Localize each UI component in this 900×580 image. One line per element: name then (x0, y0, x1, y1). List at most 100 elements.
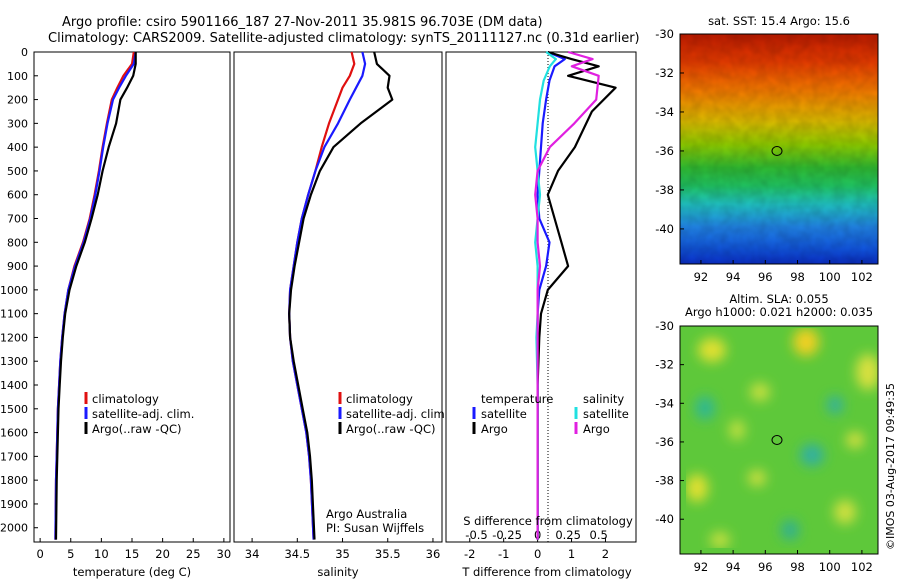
credit-line2: PI: Susan Wijffels (326, 521, 424, 535)
sst-map-texture (680, 34, 878, 264)
map-x-tick-label: 102 (851, 560, 873, 574)
depth-tick-label: 900 (7, 260, 28, 273)
s-diff-tick-label: -0.25 (492, 528, 522, 542)
legend-title-temperature: temperature (481, 392, 553, 406)
sla-y-ticks: -30 -32 -34 -36 -38 -40 (655, 319, 684, 526)
sst-map-frame (679, 33, 879, 265)
depth-tick-label: 800 (7, 236, 28, 249)
credit-line1: Argo Australia (326, 507, 407, 521)
legend-label-temp-sat: satellite (481, 407, 527, 421)
legend-title-salinity: salinity (583, 392, 624, 406)
salinity-profiles (288, 51, 394, 540)
map-y-tick-label: -32 (655, 66, 674, 80)
depth-tick-label: 1100 (0, 308, 28, 321)
depth-tick-label: 200 (7, 94, 28, 107)
x-tick-label: 34.5 (284, 547, 310, 561)
x-tick-label: 25 (186, 547, 201, 561)
legend-label-sal-sat: satellite (583, 407, 629, 421)
map-y-tick-label: -38 (655, 474, 674, 488)
map-x-tick-label: 98 (790, 560, 805, 574)
depth-tick-labels: 0 100 200 300 400 500 600 700 800 900 1000 1100 1200… (0, 46, 450, 535)
x-tick-label: 15 (125, 547, 140, 561)
map-y-tick-label: -36 (655, 435, 674, 449)
watermark: ©IMOS 03-Aug-2017 09:49:35 (884, 383, 897, 550)
sla-map-title2: Argo h1000: 0.021 h2000: 0.035 (685, 305, 873, 319)
depth-tick-label: 500 (7, 165, 28, 178)
profile-line-3 (534, 50, 600, 540)
map-x-tick-label: 94 (726, 560, 741, 574)
map-x-tick-label: 96 (758, 270, 773, 284)
difference-plot-area (445, 51, 637, 543)
sla-map-title1: Altim. SLA: 0.055 (729, 292, 828, 306)
salinity-plot-area (233, 51, 443, 543)
depth-tick-label: 1900 (0, 498, 28, 511)
map-x-tick-label: 100 (819, 270, 841, 284)
legend-label-temp-argo: Argo (481, 422, 508, 436)
temperature-panel: 0100200300400500600700800900100011001200… (0, 46, 450, 579)
map-x-tick-label: 100 (819, 560, 841, 574)
depth-tick-label: 1000 (0, 284, 28, 297)
map-y-tick-label: -36 (655, 144, 674, 158)
depth-tick-label: 600 (7, 189, 28, 202)
salinity-panel: 34 34.5 35 35.5 36 salinity climatology sate… (233, 51, 448, 579)
x-tick-label: 30 (217, 547, 232, 561)
map-x-tick-label: 92 (694, 270, 709, 284)
x-tick-label: 35 (335, 547, 350, 561)
map-y-tick-label: -34 (655, 105, 674, 119)
sla-map-frame (679, 325, 879, 555)
depth-tick-label: 1400 (0, 379, 28, 392)
temperature-xlabel: temperature (deg C) (73, 565, 191, 579)
depth-tick-label: 1700 (0, 450, 28, 463)
profile-line-2 (288, 51, 394, 540)
legend-label-clim: climatology (346, 392, 413, 406)
depth-tick-label: 1600 (0, 427, 28, 440)
s-diff-tick-label: 0.25 (555, 528, 581, 542)
map-y-tick-label: -40 (655, 222, 674, 236)
sst-map-title: sat. SST: 15.4 Argo: 15.6 (708, 14, 850, 28)
depth-tick-label: 1500 (0, 403, 28, 416)
depth-tick-label: 700 (7, 213, 28, 226)
difference-top-label: S difference from climatology (463, 514, 633, 528)
legend-label-clim: climatology (92, 392, 159, 406)
salinity-xlabel: salinity (317, 565, 358, 579)
x-tick-label: 0 (36, 547, 43, 561)
x-tick-label: 36 (426, 547, 441, 561)
depth-tick-label: 1300 (0, 355, 28, 368)
depth-tick-label: 1200 (0, 331, 28, 344)
legend-label-sat: satellite-adj. clim. (346, 407, 448, 421)
sla-x-ticks: 92 94 96 98 100 102 (694, 550, 873, 574)
map-y-tick-label: -30 (655, 27, 674, 41)
x-tick-label: 34 (245, 547, 260, 561)
sst-y-ticks: -30 -32 -34 -36 -38 -40 (655, 27, 684, 236)
x-tick-label: 0 (534, 547, 541, 561)
difference-profiles (534, 50, 617, 540)
profile-line-2 (54, 52, 137, 540)
temperature-plot-area (33, 51, 231, 543)
map-y-tick-label: -38 (655, 183, 674, 197)
sla-map-panel: Altim. SLA: 0.055 Argo h1000: 0.021 h200… (655, 292, 879, 574)
depth-tick-label: 0 (21, 46, 28, 59)
map-y-tick-label: -32 (655, 358, 674, 372)
depth-tick-label: 400 (7, 141, 28, 154)
temperature-legend: climatology satellite-adj. clim. Argo(..… (84, 392, 194, 436)
depth-tick-label: 1800 (0, 474, 28, 487)
depth-tick-label: 2000 (0, 522, 28, 535)
depth-tick-label: 100 (7, 70, 28, 83)
x-tick-label: 5 (67, 547, 74, 561)
sla-profile-marker (771, 435, 783, 445)
sst-map-panel: sat. SST: 15.4 Argo: 15.6 -30-32-34-36-3… (655, 14, 879, 284)
depth-tick-label: 300 (7, 117, 28, 130)
map-y-tick-label: -34 (655, 396, 674, 410)
map-x-tick-label: 102 (851, 270, 873, 284)
legend-label-argo: Argo(..raw -QC) (92, 422, 182, 436)
temperature-profiles (54, 51, 137, 540)
header-line1: Argo profile: csiro 5901166_187 27-Nov-2… (62, 15, 543, 30)
sla-map-blobs (686, 328, 878, 548)
legend-label-sal-argo: Argo (583, 422, 610, 436)
difference-xlabel: T difference from climatology (461, 565, 632, 579)
s-diff-tick-label: -0.5 (465, 528, 487, 542)
legend-label-argo: Argo(..raw -QC) (346, 422, 436, 436)
x-tick-label: -1 (498, 547, 509, 561)
map-x-tick-label: 98 (790, 270, 805, 284)
difference-legend: temperature salinity satellite Argo sate… (472, 392, 629, 436)
